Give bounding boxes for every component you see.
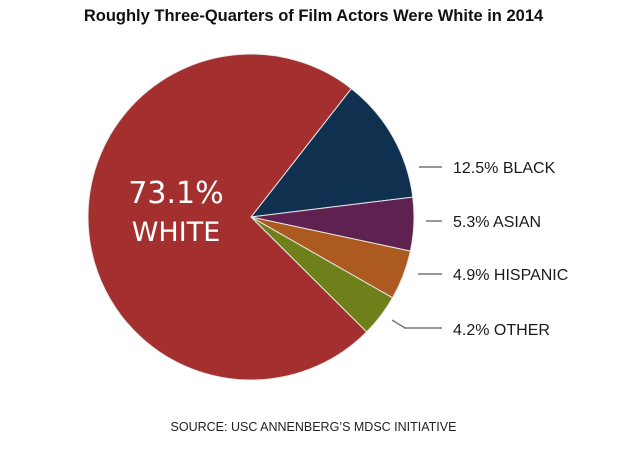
- white-label: WHITE: [132, 217, 221, 248]
- slice-label-other: 4.2% OTHER: [453, 322, 550, 339]
- pie-slice-white: [87, 53, 368, 381]
- chart-title: Roughly Three-Quarters of Film Actors We…: [83, 7, 544, 25]
- source-note: SOURCE: USC ANNENBERG’S MDSC INITIATIVE: [170, 420, 457, 434]
- slice-label-hispanic: 4.9% HISPANIC: [453, 267, 568, 284]
- slice-label-asian: 5.3% ASIAN: [453, 214, 541, 231]
- pie-slice-black: [249, 87, 414, 218]
- slice-label-black: 12.5% BLACK: [453, 160, 556, 177]
- white-percent-label: 73.1%: [128, 176, 223, 211]
- leader-line: [391, 319, 442, 329]
